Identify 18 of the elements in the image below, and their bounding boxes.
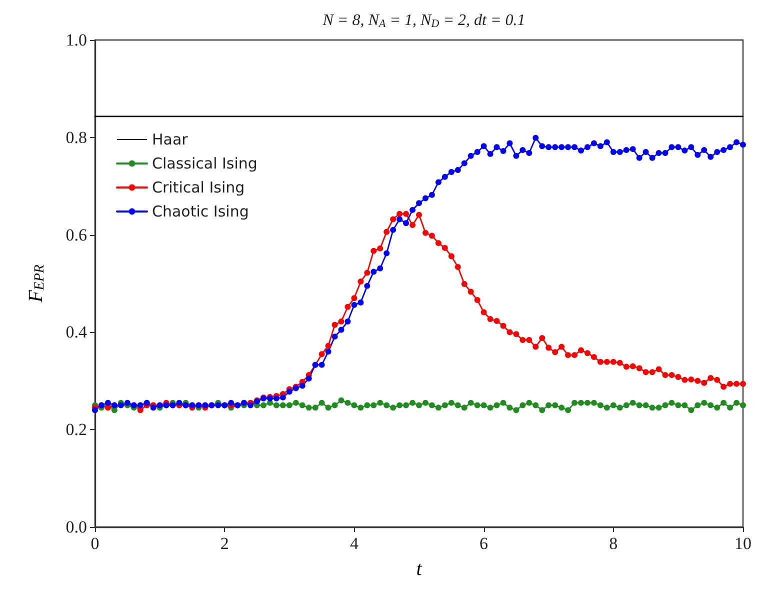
y-tick-label: 0.8	[66, 128, 87, 147]
x-tick-label: 8	[609, 534, 618, 553]
y-tick-label: 0.6	[66, 225, 87, 244]
y-tick-label: 0.0	[66, 518, 87, 536]
legend-label: Classical Ising	[152, 154, 258, 172]
x-tick-label: 4	[350, 534, 359, 553]
legend-label: Haar	[152, 130, 189, 148]
y-tick-label: 1.0	[66, 30, 87, 50]
x-tick-label: 0	[90, 534, 100, 553]
legend-label: Chaotic Ising	[152, 202, 249, 220]
x-axis-title: t	[416, 558, 422, 580]
y-tick-label: 0.2	[66, 420, 87, 440]
legend-label: Critical Ising	[152, 178, 245, 196]
x-tick-label: 10	[734, 534, 752, 553]
x-tick-label: 6	[480, 534, 488, 553]
y-tick-label: 0.4	[66, 322, 88, 342]
x-tick-label: 2	[220, 534, 229, 553]
y-axis-title: FEPR	[25, 264, 48, 304]
